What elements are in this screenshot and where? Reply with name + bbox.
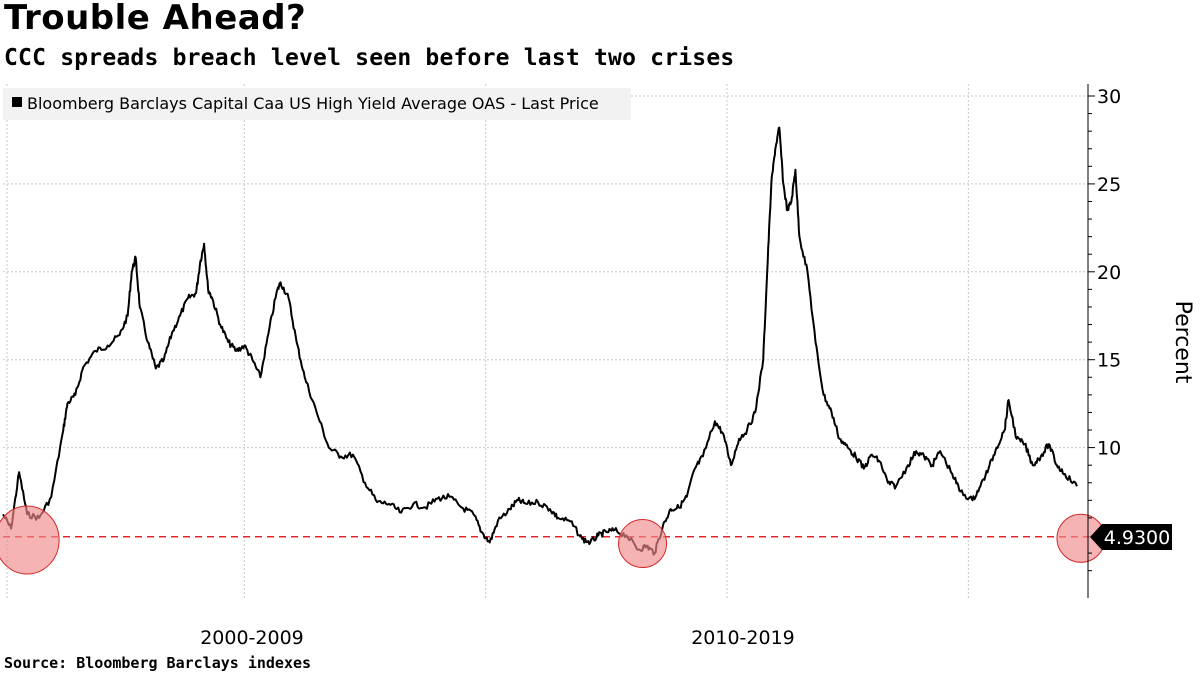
gridlines [3, 84, 1088, 598]
series-group [2, 126, 1078, 556]
x-category-label-2010s: 2010-2019 [691, 627, 795, 649]
y-tick-label-15: 15 [1097, 350, 1121, 372]
highlight-circles [0, 505, 1106, 575]
chart-title: Trouble Ahead? [4, 0, 307, 38]
y-tick-label-20: 20 [1097, 262, 1121, 284]
highlight-circle [618, 519, 668, 569]
last-value-label: 4.9300 [1104, 527, 1170, 549]
x-axis-categories: 2000-2009 2010-2019 [200, 627, 795, 649]
source-note: Source: Bloomberg Barclays indexes [4, 654, 312, 672]
highlight-circle [0, 505, 60, 575]
y-tick-label-10: 10 [1097, 438, 1121, 460]
y-tick-label-25: 25 [1097, 174, 1121, 196]
legend-label: Bloomberg Barclays Capital Caa US High Y… [27, 94, 599, 113]
line-chart: 10 15 20 25 30 Bloomberg Barclays Capital Ca… [0, 84, 1195, 649]
y-axis-label: Percent [1170, 301, 1195, 384]
legend: Bloomberg Barclays Capital Caa US High Y… [3, 88, 631, 120]
last-value-background [1090, 524, 1172, 550]
legend-background [3, 88, 631, 120]
last-value-tag: 4.9300 [1090, 524, 1172, 550]
y-axis: 10 15 20 25 30 [1087, 84, 1121, 598]
x-category-label-2000s: 2000-2009 [200, 627, 304, 649]
chart-subtitle: CCC spreads breach level seen before las… [4, 45, 735, 71]
series-line [2, 126, 1078, 556]
legend-swatch [12, 97, 22, 107]
y-tick-label-30: 30 [1097, 86, 1121, 108]
